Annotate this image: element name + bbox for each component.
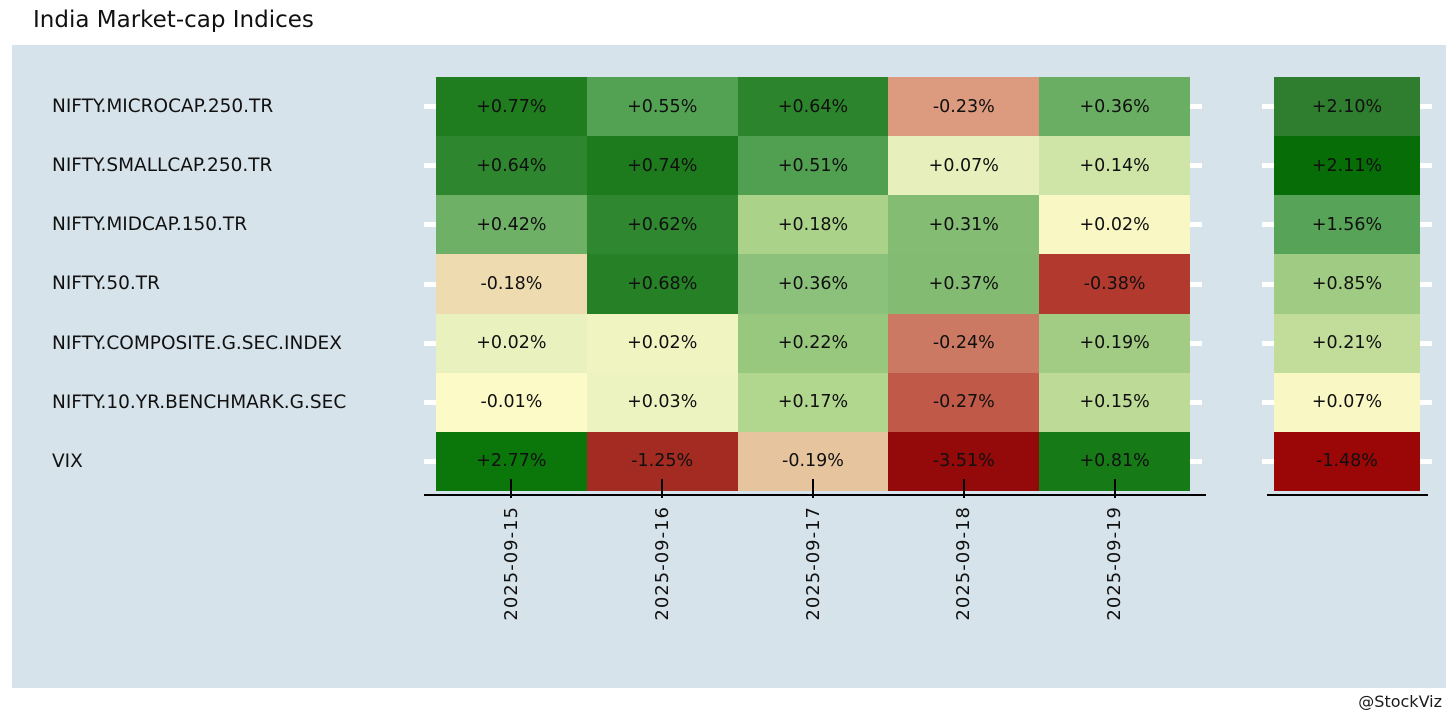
- summary-cell: -1.48%: [1274, 431, 1420, 491]
- heatmap-cell: +0.15%: [1039, 372, 1190, 432]
- heatmap-cell: +0.02%: [1039, 195, 1190, 255]
- heatmap-cell: +0.42%: [436, 195, 587, 255]
- heatmap-cell: +0.19%: [1039, 313, 1190, 373]
- row-tick: [424, 163, 436, 169]
- row-tick: [424, 104, 436, 110]
- date-text: 2025-09-17: [802, 506, 824, 621]
- heatmap-cell: -0.19%: [737, 431, 889, 491]
- row-tick: [1262, 281, 1274, 287]
- heatmap-cell: +0.64%: [737, 77, 889, 137]
- x-axis-date-label: 2025-09-15: [436, 506, 586, 656]
- x-axis-date-label: 2025-09-17: [738, 506, 888, 656]
- row-tick: [1262, 163, 1274, 169]
- heatmap-cell: +0.55%: [586, 77, 738, 137]
- row-tick: [1190, 163, 1202, 169]
- row-label: VIX: [52, 450, 83, 472]
- date-text: 2025-09-15: [500, 506, 522, 621]
- x-axis-date-label: 2025-09-19: [1040, 506, 1190, 656]
- y-axis-row-labels: NIFTY.MICROCAP.250.TR NIFTY.SMALLCAP.250.…: [52, 77, 432, 491]
- x-axis-tick: [1113, 479, 1116, 498]
- row-tick: [1262, 222, 1274, 228]
- row-tick: [424, 340, 436, 346]
- row-tick: [424, 458, 436, 464]
- summary-cell: +2.10%: [1274, 77, 1420, 137]
- x-axis-date-label: 2025-09-18: [889, 506, 1039, 656]
- heatmap-cell: -0.18%: [436, 254, 587, 314]
- heatmap-cell: +0.36%: [737, 254, 889, 314]
- date-text: 2025-09-19: [1104, 506, 1126, 621]
- row-label: NIFTY.MICROCAP.250.TR: [52, 96, 274, 118]
- row-tick: [1420, 458, 1432, 464]
- row-tick: [424, 399, 436, 405]
- heatmap-cell: +0.02%: [436, 313, 587, 373]
- heatmap-cell: +0.62%: [586, 195, 738, 255]
- row-tick: [424, 281, 436, 287]
- row-tick: [1262, 340, 1274, 346]
- heatmap-cell: -0.01%: [436, 372, 587, 432]
- summary-cell: +0.07%: [1274, 372, 1420, 432]
- row-label: NIFTY.50.TR: [52, 273, 160, 295]
- row-label: NIFTY.MIDCAP.150.TR: [52, 214, 248, 236]
- row-tick: [1190, 222, 1202, 228]
- row-tick: [1190, 104, 1202, 110]
- summary-cell: +2.11%: [1274, 136, 1420, 196]
- heatmap-cell: -0.38%: [1039, 254, 1190, 314]
- summary-cell: +0.21%: [1274, 313, 1420, 373]
- heatmap-cell: +0.17%: [737, 372, 889, 432]
- row-tick: [1420, 104, 1432, 110]
- row-tick: [1262, 104, 1274, 110]
- weekly-summary-heatmap: +2.10% +2.11% +1.56% +0.85% +0.21% +0.07% -1.4…: [1274, 77, 1420, 491]
- row-tick: [1190, 399, 1202, 405]
- row-tick: [1190, 340, 1202, 346]
- heatmap-cell: +0.03%: [586, 372, 738, 432]
- heatmap-cell: +0.74%: [586, 136, 738, 196]
- heatmap-cell: -0.23%: [888, 77, 1040, 137]
- heatmap-cell: +0.68%: [586, 254, 738, 314]
- heatmap-cell: +0.77%: [436, 77, 587, 137]
- heatmap-cell: +0.14%: [1039, 136, 1190, 196]
- heatmap-cell: +0.51%: [737, 136, 889, 196]
- heatmap-cell: -0.24%: [888, 313, 1040, 373]
- heatmap-cell: +2.77%: [436, 431, 587, 491]
- row-tick: [424, 222, 436, 228]
- row-tick: [1420, 222, 1432, 228]
- date-text: 2025-09-16: [651, 506, 673, 621]
- daily-returns-heatmap: +0.77% +0.55% +0.64% -0.23% +0.36% +0.64% +0.7…: [436, 77, 1190, 491]
- heatmap-cell: +0.37%: [888, 254, 1040, 314]
- x-axis-line: [424, 494, 1206, 496]
- row-label: NIFTY.SMALLCAP.250.TR: [52, 155, 273, 177]
- heatmap-cell: +0.22%: [737, 313, 889, 373]
- x-axis-tick: [812, 479, 814, 498]
- row-tick: [1262, 458, 1274, 464]
- x-axis-tick: [962, 479, 965, 498]
- x-axis-tick: [661, 479, 664, 498]
- x-axis-date-label: 2025-09-16: [587, 506, 737, 656]
- row-label: NIFTY.COMPOSITE.G.SEC.INDEX: [52, 332, 342, 354]
- row-tick: [1190, 458, 1202, 464]
- heatmap-cell: +0.02%: [586, 313, 738, 373]
- summary-axis-line: [1267, 494, 1428, 496]
- row-label: NIFTY.10.YR.BENCHMARK.G.SEC: [52, 391, 347, 413]
- row-tick: [1420, 281, 1432, 287]
- chart-title: India Market-cap Indices: [33, 7, 314, 33]
- credit-text: @StockViz: [1358, 692, 1442, 711]
- row-tick: [1420, 163, 1432, 169]
- heatmap-cell: +0.64%: [436, 136, 587, 196]
- heatmap-cell: -0.27%: [888, 372, 1040, 432]
- summary-cell: +1.56%: [1274, 195, 1420, 255]
- heatmap-cell: +0.36%: [1039, 77, 1190, 137]
- heatmap-cell: +0.07%: [888, 136, 1040, 196]
- heatmap-cell: +0.31%: [888, 195, 1040, 255]
- date-text: 2025-09-18: [953, 506, 975, 621]
- heatmap-cell: +0.18%: [737, 195, 889, 255]
- row-tick: [1420, 399, 1432, 405]
- row-tick: [1420, 340, 1432, 346]
- row-tick: [1190, 281, 1202, 287]
- row-tick: [1262, 399, 1274, 405]
- summary-cell: +0.85%: [1274, 254, 1420, 314]
- x-axis-tick: [510, 479, 513, 498]
